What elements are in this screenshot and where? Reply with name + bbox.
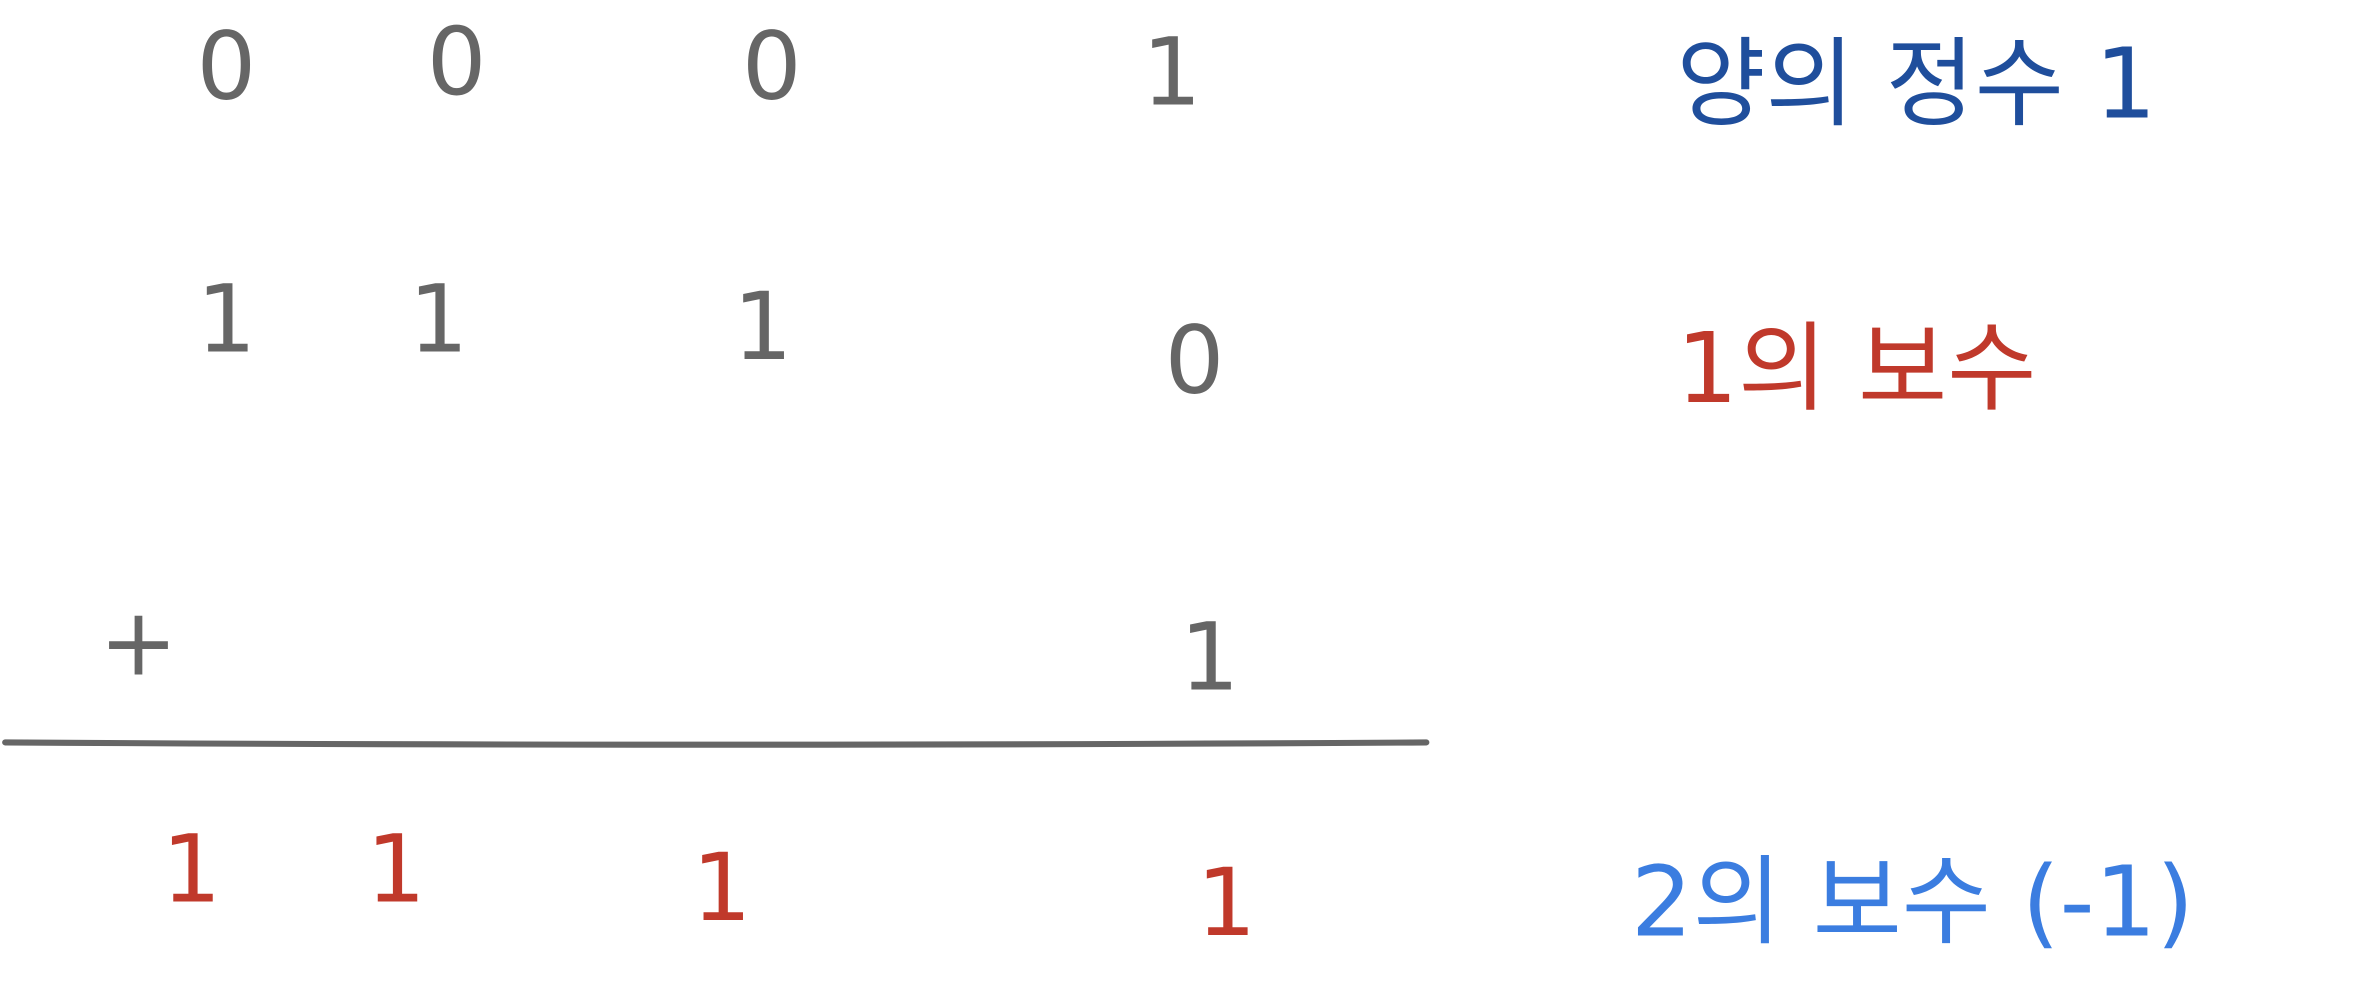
row-label: 1의 보수 (1676, 312, 2036, 425)
digit: 1 (409, 266, 469, 375)
digit: 0 (196, 13, 256, 122)
addend-row: + 1 (99, 588, 1239, 712)
result-row: 1 1 1 1 2의 보수 (-1) (162, 816, 2195, 959)
digit: 1 (692, 834, 752, 943)
operator: + (99, 588, 178, 697)
digit: 1 (366, 816, 426, 925)
result-label: 2의 보수 (-1) (1631, 845, 2194, 958)
digit: 0 (1165, 307, 1225, 416)
row-label: 양의 정수 1 (1676, 27, 2156, 140)
row-2: 1 1 1 0 1의 보수 (196, 266, 2036, 426)
digit: 1 (1180, 604, 1240, 713)
digit: 0 (427, 8, 487, 117)
digit: 1 (1142, 19, 1202, 128)
sum-line (2, 739, 1430, 748)
digit: 0 (742, 13, 802, 122)
digit: 1 (1196, 849, 1256, 958)
digit: 1 (733, 273, 793, 382)
digit: 1 (162, 816, 222, 925)
row-1: 0 0 0 1 양의 정수 1 (196, 8, 2156, 140)
digit: 1 (196, 266, 256, 375)
